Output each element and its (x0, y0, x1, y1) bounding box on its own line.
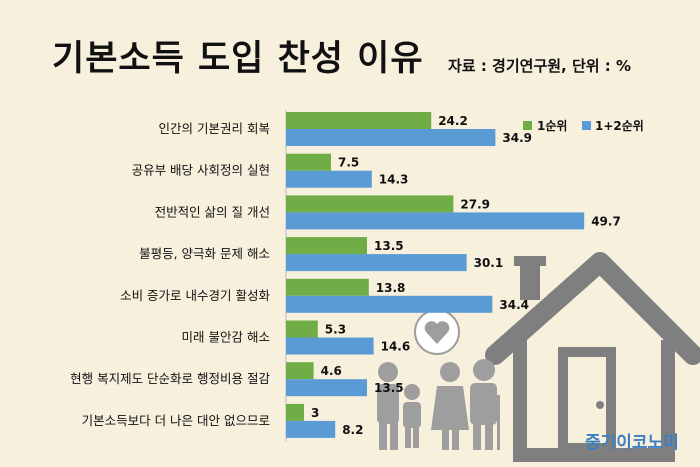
bar-series-1 (286, 320, 318, 338)
bar-series-2 (286, 379, 367, 397)
bar-series-1 (286, 153, 331, 171)
family-icon (377, 359, 500, 450)
category-label: 기본소득보다 더 나은 대안 없으므로 (82, 413, 270, 428)
source-note: 자료 : 경기연구원, 단위 : % (448, 57, 632, 75)
data-label-series-2: 34.9 (502, 131, 532, 145)
bar-series-2 (286, 254, 467, 272)
data-label-series-1: 4.6 (321, 364, 342, 378)
legend-label-series-2: 1+2순위 (595, 119, 644, 133)
bar-series-2 (286, 170, 372, 188)
data-label-series-2: 8.2 (342, 423, 363, 437)
bar-series-1 (286, 403, 304, 421)
house-family-illustration (377, 252, 700, 462)
data-label-series-1: 7.5 (338, 156, 359, 170)
brand-logo: 중기이코노미 (585, 433, 679, 453)
legend-swatch-series-1 (523, 121, 532, 130)
bar-series-1 (286, 112, 432, 129)
data-label-series-1: 24.2 (438, 114, 468, 128)
data-label-series-2: 30.1 (474, 256, 504, 270)
data-label-series-1: 13.5 (374, 239, 404, 253)
bar-series-1 (286, 237, 367, 255)
category-label: 미래 불안감 해소 (182, 330, 270, 345)
bar-series-1 (286, 278, 369, 296)
data-label-series-1: 27.9 (460, 197, 490, 211)
data-label-series-1: 13.8 (376, 281, 406, 295)
house-icon (485, 252, 700, 462)
category-label: 공유부 배당 사회정의 실현 (132, 163, 270, 178)
bar-series-2 (286, 295, 493, 313)
category-label: 인간의 기본권리 회복 (159, 121, 270, 136)
heart-icon (414, 309, 460, 355)
data-label-series-2: 13.5 (374, 381, 404, 395)
data-label-series-2: 14.6 (381, 340, 411, 354)
bar-series-1 (286, 362, 314, 380)
bar-series-2 (286, 420, 336, 438)
data-label-series-1: 5.3 (325, 323, 346, 337)
legend-swatch-series-2 (582, 121, 591, 130)
legend-label-series-1: 1순위 (537, 119, 567, 133)
category-label: 불평등, 양극화 문제 해소 (139, 246, 270, 261)
chart-title: 기본소득 도입 찬성 이유 (52, 39, 424, 79)
data-label-series-2: 49.7 (591, 214, 621, 228)
data-label-series-2: 14.3 (379, 173, 409, 187)
category-label: 소비 증가로 내수경기 활성화 (120, 288, 270, 303)
category-label: 전반적인 삶의 질 개선 (155, 204, 270, 219)
bar-series-2 (286, 212, 585, 230)
bar-series-2 (286, 337, 374, 355)
data-label-series-2: 34.4 (499, 298, 529, 312)
bar-series-2 (286, 129, 496, 146)
category-label: 현행 복지제도 단순화로 행정비용 절감 (70, 371, 270, 386)
data-label-series-1: 3 (311, 406, 319, 420)
bar-series-1 (286, 195, 454, 213)
legend: 1순위 1+2순위 (523, 119, 644, 133)
